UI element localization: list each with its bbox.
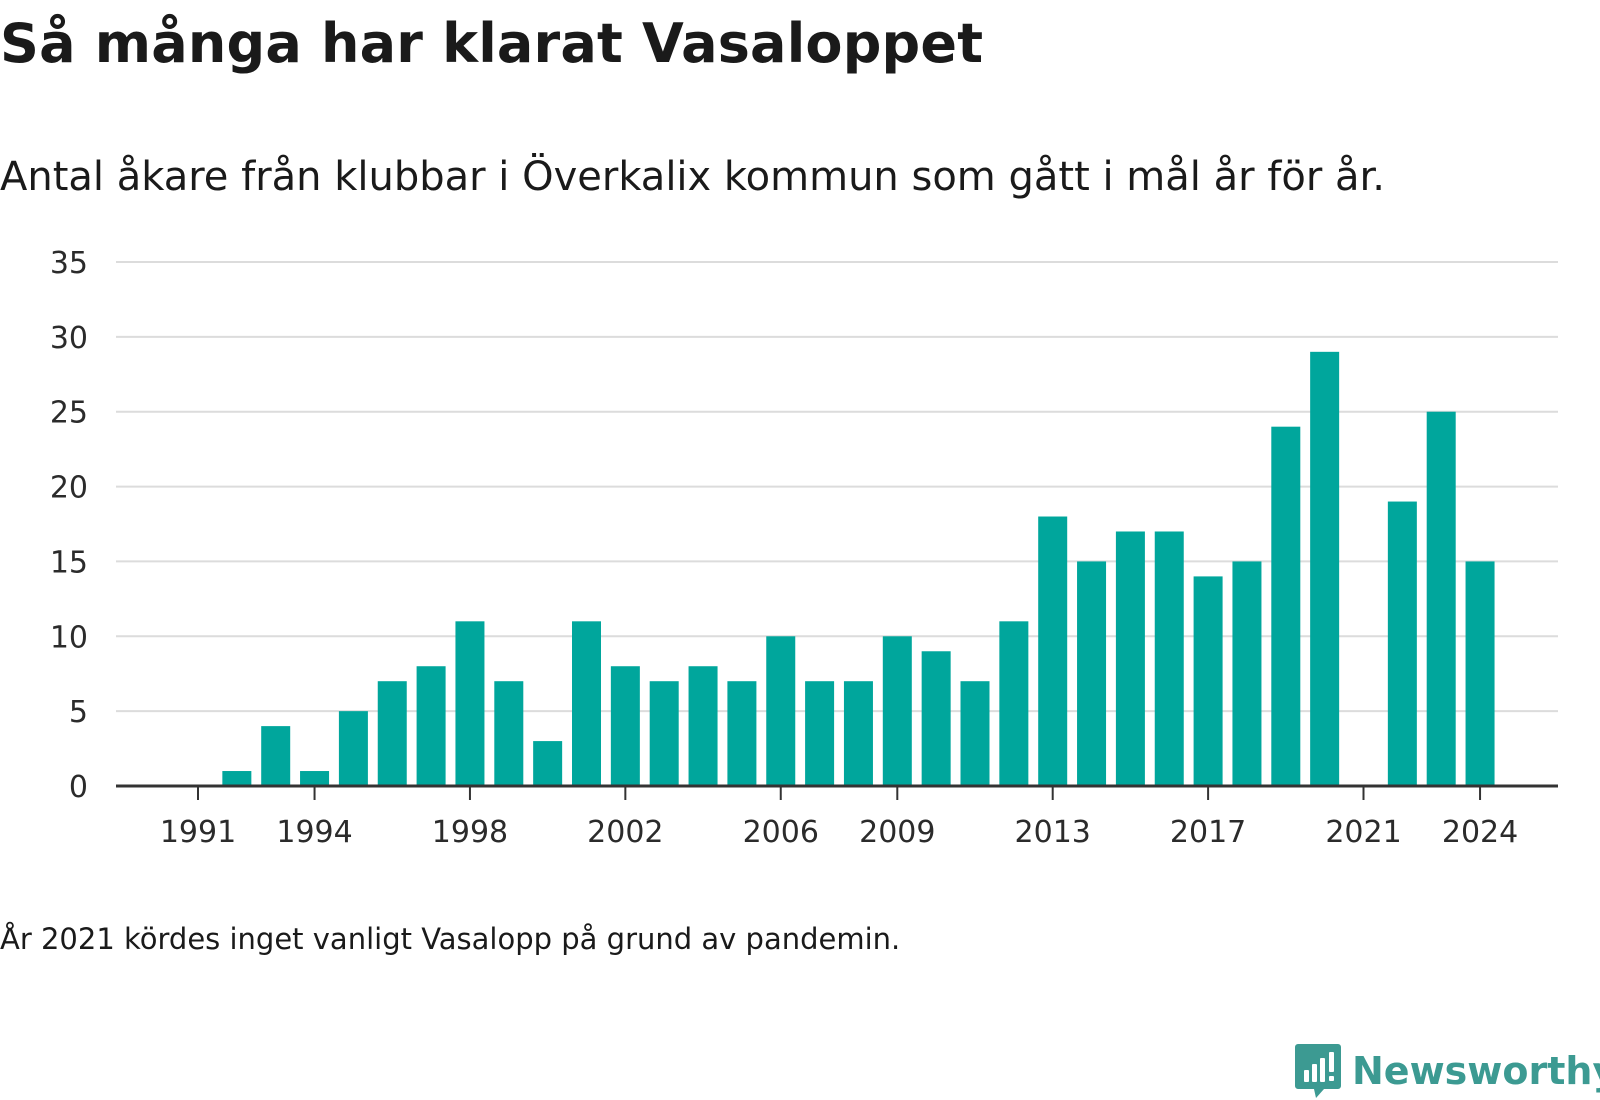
bar-2008 (843, 681, 873, 786)
bar-1998 (455, 621, 485, 786)
bar-1994 (300, 771, 330, 786)
bar-2004 (688, 666, 718, 786)
y-tick-label: 20 (50, 471, 88, 506)
bar-1992 (222, 771, 252, 786)
y-tick-label: 30 (50, 321, 88, 356)
bar-2006 (766, 636, 796, 786)
bar-2019 (1271, 426, 1301, 786)
x-tick-label: 1991 (160, 815, 236, 850)
bar-1996 (377, 681, 407, 786)
y-axis-ticks: 0 5 10 15 20 25 30 35 (50, 246, 88, 805)
x-tick-label: 2021 (1325, 815, 1401, 850)
bar-2000 (533, 741, 563, 786)
bar-2014 (1077, 561, 1107, 786)
brand-logo: Newsworthy (1294, 1042, 1600, 1100)
x-tick-label: 2013 (1015, 815, 1091, 850)
bar-2011 (960, 681, 990, 786)
y-tick-label: 25 (50, 396, 88, 431)
bar-2024 (1465, 561, 1495, 786)
brand-name: Newsworthy (1352, 1049, 1600, 1093)
bar-2017 (1193, 576, 1223, 786)
chart-subtitle: Antal åkare från klubbar i Överkalix kom… (0, 154, 1385, 200)
newsworthy-logo-icon (1295, 1044, 1341, 1098)
bar-2018 (1232, 561, 1262, 786)
bar-2013 (1038, 516, 1068, 786)
x-tick-label: 1998 (432, 815, 508, 850)
bar-1999 (494, 681, 524, 786)
bar-2003 (649, 681, 679, 786)
x-tick-label: 2009 (859, 815, 935, 850)
bar-1993 (261, 726, 291, 786)
y-tick-label: 0 (69, 770, 88, 805)
bar-2001 (572, 621, 601, 786)
bar-1995 (338, 711, 368, 786)
bar-2023 (1426, 411, 1456, 786)
bar-2007 (805, 681, 835, 786)
bar-2015 (1115, 531, 1145, 786)
y-tick-label: 15 (50, 545, 88, 580)
bar-2020 (1310, 351, 1340, 786)
bar-2010 (921, 651, 951, 786)
footnote: År 2021 kördes inget vanligt Vasalopp på… (0, 922, 901, 956)
y-tick-label: 10 (50, 620, 88, 655)
bar-2002 (610, 666, 640, 786)
bar-1997 (416, 666, 446, 786)
bar-2022 (1387, 501, 1417, 786)
bar-2005 (727, 681, 757, 786)
bar-chart: 0 5 10 15 20 25 30 35 1991 1994 1998 2002 2006 2009 2… (50, 246, 1558, 850)
grid-lines (116, 261, 1558, 713)
chart-title: Så många har klarat Vasaloppet (0, 12, 984, 75)
x-tick-label: 1994 (276, 815, 352, 850)
x-tick-label: 2006 (743, 815, 819, 850)
x-tick-label: 2024 (1442, 815, 1518, 850)
x-tick-label: 2002 (587, 815, 663, 850)
bars (222, 351, 1495, 786)
y-tick-label: 35 (50, 246, 88, 281)
y-tick-label: 5 (69, 695, 88, 730)
x-tick-label: 2017 (1170, 815, 1246, 850)
bar-2016 (1154, 531, 1184, 786)
bar-2009 (882, 636, 912, 786)
x-axis: 1991 1994 1998 2002 2006 2009 2013 2017 2021 2024 (116, 784, 1558, 850)
bar-2012 (999, 621, 1029, 786)
